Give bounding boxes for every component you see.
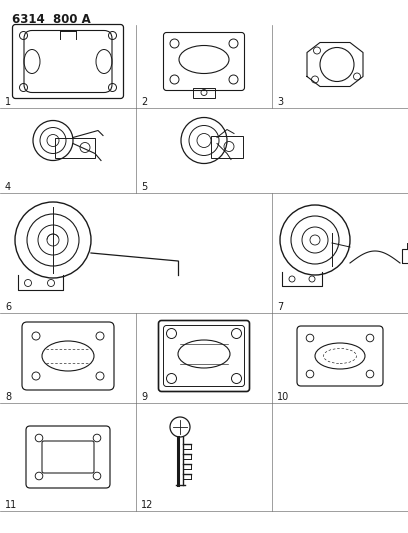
Text: 12: 12 <box>141 500 153 510</box>
Text: 7: 7 <box>277 302 283 312</box>
Bar <box>55 138 95 157</box>
Text: 1: 1 <box>5 97 11 107</box>
Text: 11: 11 <box>5 500 17 510</box>
Text: 2: 2 <box>141 97 147 107</box>
Text: 3: 3 <box>277 97 283 107</box>
Bar <box>193 87 215 98</box>
Text: 5: 5 <box>141 182 147 192</box>
Text: 6314  800 A: 6314 800 A <box>12 13 91 26</box>
Text: 4: 4 <box>5 182 11 192</box>
Text: 6: 6 <box>5 302 11 312</box>
Bar <box>402 249 408 263</box>
Text: 9: 9 <box>141 392 147 402</box>
Text: 10: 10 <box>277 392 289 402</box>
Bar <box>211 135 243 157</box>
Text: 8: 8 <box>5 392 11 402</box>
